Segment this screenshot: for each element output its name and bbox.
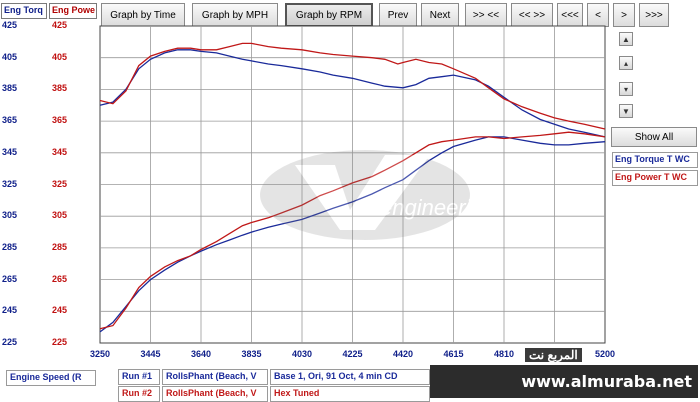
power-axis-header[interactable]: Eng Powe — [49, 3, 97, 19]
scroll-down-icon[interactable]: ▾ — [619, 82, 633, 96]
scroll-last-button[interactable]: >>> — [639, 3, 669, 27]
series-line-run2-torque — [99, 42, 606, 130]
y-tick-label-torque: 245 — [2, 305, 18, 316]
scroll-down-fast-icon[interactable]: ▼ — [619, 104, 633, 118]
y-tick-label-torque: 385 — [2, 83, 18, 94]
y-tick-label-power: 385 — [52, 83, 68, 94]
x-tick-label: 4225 — [342, 349, 363, 359]
torque-axis-header[interactable]: Eng Torq — [1, 3, 47, 19]
y-tick-label-torque: 405 — [2, 51, 18, 62]
x-tick-label: 4420 — [392, 349, 414, 359]
run1-description[interactable]: Base 1, Ori, 91 Oct, 4 min CD — [270, 369, 430, 385]
site-name-arabic: المربع نت — [525, 348, 582, 362]
site-watermark: www.almuraba.net — [430, 365, 698, 398]
y-tick-label-torque: 285 — [2, 241, 18, 252]
y-tick-label-torque: 425 — [2, 20, 18, 30]
y-tick-label-torque: 225 — [2, 337, 18, 347]
y-tick-label-power: 245 — [52, 305, 68, 316]
engineering-logo-watermark: engineering — [260, 150, 475, 240]
y-tick-label-torque: 365 — [2, 115, 18, 126]
run1-label: Run #1 — [118, 369, 160, 385]
y-tick-label-power: 345 — [52, 146, 68, 157]
x-tick-label: 3445 — [140, 349, 161, 359]
graph-by-rpm-button[interactable]: Graph by RPM — [285, 3, 373, 27]
zoom-out-button[interactable]: << >> — [511, 3, 553, 27]
y-tick-label-power: 265 — [52, 273, 68, 284]
y-tick-label-power: 285 — [52, 241, 68, 252]
watermark-text: engineering — [380, 195, 475, 220]
y-tick-label-power: 305 — [52, 210, 68, 221]
y-tick-label-torque: 305 — [2, 210, 18, 221]
x-channel-selector[interactable]: Engine Speed (R — [6, 370, 96, 386]
y-tick-label-power: 325 — [52, 178, 68, 189]
y-tick-label-power: 405 — [52, 51, 68, 62]
graph-by-mph-button[interactable]: Graph by MPH — [192, 3, 278, 27]
scroll-up-icon[interactable]: ▴ — [619, 56, 633, 70]
x-tick-label: 4810 — [493, 349, 515, 359]
legend-torque[interactable]: Eng Torque T WC — [612, 152, 698, 168]
scroll-first-button[interactable]: <<< — [557, 3, 583, 27]
x-tick-label: 4030 — [291, 349, 313, 359]
x-tick-label: 3640 — [190, 349, 212, 359]
x-tick-label: 3835 — [241, 349, 262, 359]
scroll-right-button[interactable]: > — [613, 3, 635, 27]
y-tick-label-torque: 345 — [2, 146, 18, 157]
zoom-in-button[interactable]: >> << — [465, 3, 507, 27]
y-tick-label-torque: 325 — [2, 178, 18, 189]
y-tick-label-torque: 265 — [2, 273, 18, 284]
scroll-up-fast-icon[interactable]: ▲ — [619, 32, 633, 46]
show-all-button[interactable]: Show All — [611, 127, 697, 147]
run1-vehicle[interactable]: RollsPhant (Beach, V — [162, 369, 268, 385]
site-url: www.almuraba.net — [521, 372, 692, 391]
y-tick-label-power: 425 — [52, 20, 68, 30]
graph-by-time-button[interactable]: Graph by Time — [101, 3, 185, 27]
x-tick-label: 5200 — [594, 349, 616, 359]
x-tick-label: 4615 — [443, 349, 464, 359]
y-tick-label-power: 225 — [52, 337, 68, 347]
series-line-run2-power — [99, 131, 606, 330]
x-tick-label: 3250 — [89, 349, 111, 359]
legend-power[interactable]: Eng Power T WC — [612, 170, 698, 186]
chart-series — [99, 42, 606, 333]
y-tick-label-power: 365 — [52, 115, 68, 126]
chart-grid — [100, 26, 605, 343]
next-button[interactable]: Next — [421, 3, 459, 27]
